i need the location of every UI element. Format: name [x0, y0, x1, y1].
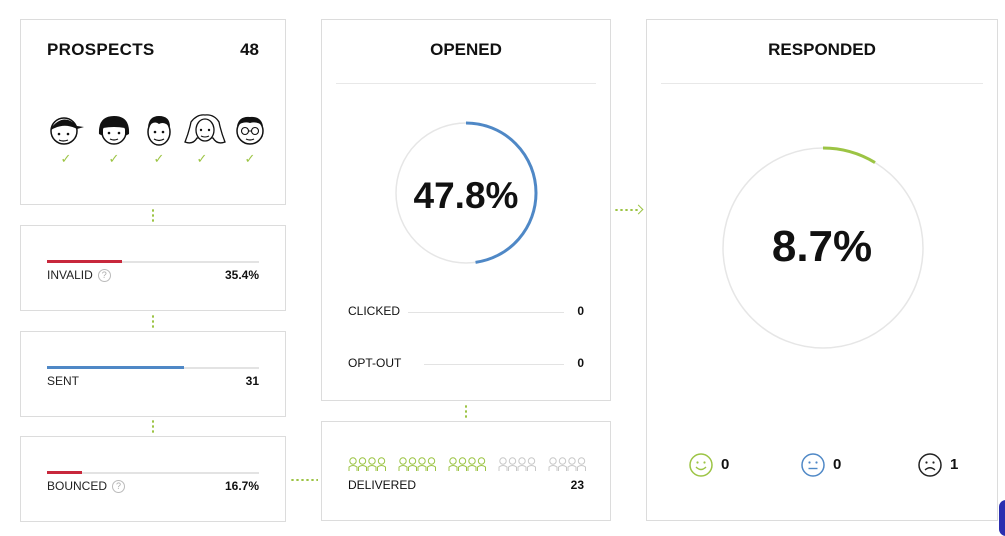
responded-card: RESPONDED 8.7% 0 0 1 — [646, 19, 998, 521]
face-cap-icon: ✓ — [47, 112, 85, 172]
connector-dots — [152, 419, 154, 434]
neutral-count: 0 — [833, 456, 842, 473]
optout-label: OPT-OUT — [348, 356, 402, 370]
connector-dots — [290, 479, 318, 481]
bounced-label-row: BOUNCED? — [47, 479, 126, 494]
people-group-icon — [398, 457, 436, 471]
responded-gauge-arc — [721, 146, 925, 350]
opened-card: OPENED 47.8% CLICKED 0 OPT-OUT 0 — [321, 19, 611, 401]
positive-count: 0 — [721, 456, 730, 473]
connector-dots — [152, 208, 154, 223]
sent-bar-track — [47, 366, 259, 369]
optout-row: OPT-OUT 0 — [348, 356, 584, 372]
sent-value: 31 — [245, 374, 259, 388]
clicked-label: CLICKED — [348, 304, 401, 318]
prospects-count: 48 — [240, 40, 259, 59]
invalid-bar-track — [47, 260, 259, 263]
opened-title: OPENED — [430, 40, 502, 59]
invalid-bar-fill — [47, 260, 123, 263]
chat-launcher-button[interactable] — [999, 500, 1005, 536]
people-group-icon — [448, 457, 486, 471]
responded-percent: 8.7% — [771, 222, 873, 271]
help-icon[interactable]: ? — [112, 480, 126, 494]
clicked-value: 0 — [577, 304, 584, 318]
sad-face-icon — [918, 453, 942, 477]
face-glasses-icon: ✓ — [231, 112, 269, 172]
face-long-hair-icon: ✓ — [183, 112, 226, 172]
people-group-icon — [348, 457, 386, 471]
bounced-value: 16.7% — [224, 479, 259, 493]
happy-face-icon — [689, 453, 713, 477]
connector-dots — [614, 209, 640, 211]
divider — [336, 83, 596, 84]
invalid-card: INVALID? 35.4% — [20, 225, 286, 311]
connector-dots — [465, 404, 467, 419]
invalid-value: 35.4% — [224, 268, 259, 282]
neutral-face-icon — [801, 453, 825, 477]
help-icon[interactable]: ? — [97, 269, 111, 283]
face-bob-icon: ✓ — [95, 112, 133, 172]
clicked-row: CLICKED 0 — [348, 304, 584, 320]
people-group-icon — [498, 457, 536, 471]
clicked-line — [408, 312, 564, 313]
delivered-label: DELIVERED — [348, 478, 417, 492]
arrow-right-icon — [633, 204, 644, 215]
bounced-bar-track — [47, 471, 259, 474]
sent-label: SENT — [47, 374, 80, 388]
face-man-icon: ✓ — [140, 112, 178, 172]
bounced-label: BOUNCED — [47, 479, 108, 493]
opened-gauge-arc — [394, 121, 538, 265]
delivered-card: DELIVERED 23 — [321, 421, 611, 521]
sent-bar-fill — [47, 366, 184, 369]
responded-gauge — [721, 146, 925, 350]
bounced-card: BOUNCED? 16.7% — [20, 436, 286, 522]
prospects-card: PROSPECTS 48 ✓ ✓ ✓ ✓ ✓ — [20, 19, 286, 205]
bounced-bar-fill — [47, 471, 83, 474]
opened-percent: 47.8% — [413, 175, 519, 216]
invalid-label-row: INVALID? — [47, 268, 111, 283]
sent-card: SENT 31 — [20, 331, 286, 417]
prospects-title: PROSPECTS — [47, 40, 155, 59]
invalid-label: INVALID — [47, 268, 93, 282]
delivered-people — [348, 456, 586, 472]
delivered-value: 23 — [570, 478, 584, 492]
people-group-icon — [548, 457, 586, 471]
opened-gauge — [394, 121, 538, 265]
divider — [661, 83, 983, 84]
optout-value: 0 — [577, 356, 584, 370]
negative-count: 1 — [950, 456, 959, 473]
connector-dots — [152, 314, 154, 329]
optout-line — [424, 364, 564, 365]
responded-title: RESPONDED — [768, 40, 876, 59]
prospect-faces: ✓ ✓ ✓ ✓ ✓ — [47, 112, 265, 172]
